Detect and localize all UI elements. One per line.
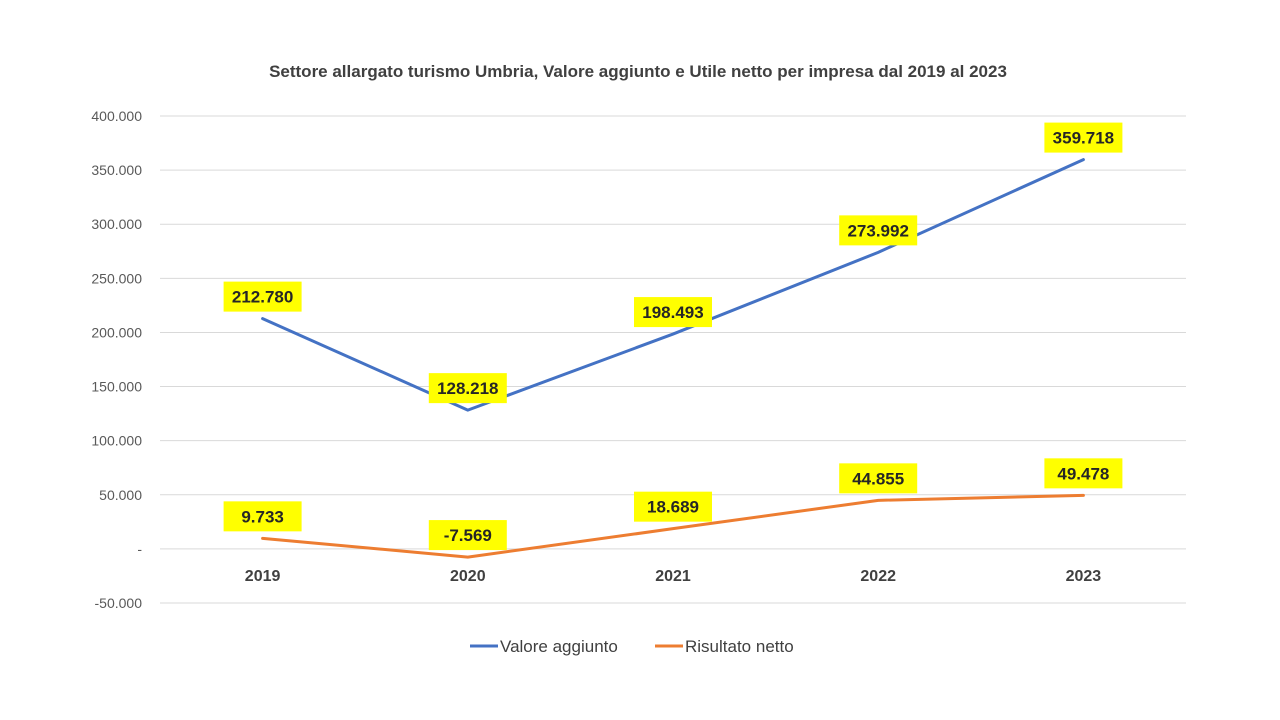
x-tick-label: 2020 [450,568,486,585]
x-tick-label: 2022 [860,568,896,585]
x-tick-label: 2019 [245,568,281,585]
data-label: 273.992 [839,215,918,246]
data-label-background [634,297,712,328]
x-tick-label: 2023 [1066,568,1102,585]
y-axis-ticks: 400.000 350.000 300.000 250.000 200.000 150.0… [91,108,142,611]
y-tick-label: 350.000 [91,162,142,178]
data-label-background [839,463,918,494]
legend-item: Valore aggiunto [470,637,618,656]
y-tick-label: 200.000 [91,324,142,340]
data-label-background [428,373,507,404]
data-label-text: 212.780 [232,288,293,307]
data-label: 212.780 [223,281,302,312]
data-label-text: 359.718 [1053,129,1114,148]
legend-label: Risultato netto [685,637,794,656]
data-label-background [839,215,918,246]
data-label: 359.718 [1044,122,1123,153]
data-label-background [634,491,712,522]
data-label: 128.218 [428,373,507,404]
x-axis-ticks: 2019 2020 2021 2022 2023 [245,568,1101,585]
data-label-text: 18.689 [647,498,699,517]
series-line-valore-aggiunto [261,158,1085,412]
data-label-text: 198.493 [642,303,703,322]
data-label: 49.478 [1044,458,1123,489]
data-label-background [428,520,507,551]
data-label-text: -7.569 [444,526,492,545]
y-tick-label: 400.000 [91,108,142,124]
data-label: -7.569 [428,520,507,551]
data-label-background [1044,458,1123,489]
x-tick-label: 2021 [655,568,691,585]
y-tick-label: 50.000 [99,487,142,503]
y-tick-label: - [137,541,142,557]
data-label-background [223,281,302,312]
data-label: 44.855 [839,463,918,494]
y-tick-label: 250.000 [91,270,142,286]
data-label: 9.733 [223,501,302,532]
data-label-text: 44.855 [852,469,904,488]
data-label-background [1044,122,1123,153]
data-label-text: 128.218 [437,379,498,398]
y-tick-label: 150.000 [91,379,142,395]
series-lines [261,158,1085,559]
chart-title: Settore allargato turismo Umbria, Valore… [269,62,1007,81]
gridlines [160,115,1186,604]
data-label-background [223,501,302,532]
y-tick-label: 300.000 [91,216,142,232]
series-line-risultato-netto [261,493,1085,559]
data-label-text: 49.478 [1057,464,1109,483]
y-tick-label: 100.000 [91,433,142,449]
data-label: 18.689 [634,491,712,522]
data-labels: 212.780 128.218 198.493 273.992 359.718 9.733… [223,122,1123,551]
y-tick-label: -50.000 [95,595,143,611]
data-label-text: 9.733 [241,507,284,526]
legend-item: Risultato netto [655,637,794,656]
legend-label: Valore aggiunto [500,637,618,656]
data-label: 198.493 [634,297,712,328]
data-label-text: 273.992 [847,221,908,240]
legend: Valore aggiunto Risultato netto [470,637,794,656]
